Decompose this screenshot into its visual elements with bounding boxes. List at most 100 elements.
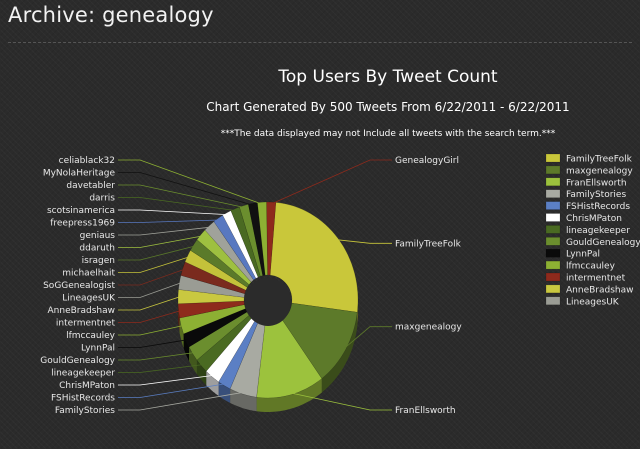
legend-swatch-lynnpal xyxy=(545,248,561,258)
leader-line-isragen xyxy=(118,245,196,261)
leader-line-annebradshaw xyxy=(118,296,181,311)
legend-label-lineagekeeper: lineagekeeper xyxy=(566,226,630,236)
slice-celiablack32 xyxy=(257,201,268,276)
slice-label-familytreefolk: FamilyTreeFolk xyxy=(395,239,462,249)
legend-label-lynnpal: LynnPal xyxy=(566,250,600,260)
slice-label-fshistrecords: FSHistRecords xyxy=(51,394,115,404)
slice-side-lineagekeeper xyxy=(196,360,207,386)
slice-side-lynnpal xyxy=(183,333,189,361)
slice-label-lineagesuk: LineagesUK xyxy=(62,294,116,304)
legend-swatch-chrismpaton xyxy=(545,213,561,222)
page-title: Archive: genealogy xyxy=(8,3,214,27)
leader-line-familystories xyxy=(118,391,244,411)
legend-swatch-familytreefolk xyxy=(545,153,561,163)
leader-line-celiablack32 xyxy=(118,159,263,205)
slice-label-familystories: FamilyStories xyxy=(55,406,115,416)
slice-label-isragen: isragen xyxy=(82,256,115,266)
chart-note: ***The data displayed may not Include al… xyxy=(221,129,556,139)
leader-line-lineagekeeper xyxy=(118,364,203,373)
legend-label-annebradshaw: AnneBradshaw xyxy=(566,285,633,295)
leader-line-soggenealogist xyxy=(118,268,185,286)
slice-side-fshistrecords xyxy=(218,381,231,403)
leader-line-lynnpal xyxy=(118,339,188,348)
slice-label-lineagekeeper: lineagekeeper xyxy=(51,369,115,379)
leader-line-lfmccauley xyxy=(118,325,184,336)
leader-line-maxgenealogy xyxy=(343,326,392,349)
slice-label-lynnpal: LynnPal xyxy=(81,344,115,354)
pie-slices xyxy=(177,201,359,412)
slice-familytreefolk xyxy=(269,202,359,313)
leader-line-intermentnet xyxy=(118,310,181,323)
slice-label-scotsinamerica: scotsinamerica xyxy=(47,206,115,216)
slice-side-intermentnet xyxy=(178,303,180,332)
slice-maxgenealogy xyxy=(282,302,358,379)
slice-label-annebradshaw: AnneBradshaw xyxy=(48,306,115,316)
slice-label-chrismpaton: ChrisMPaton xyxy=(59,381,115,391)
legend-label-lfmccauley: lfmccauley xyxy=(566,262,616,272)
slice-label-maxgenealogy: maxgenealogy xyxy=(395,323,462,333)
slice-genealogygirl xyxy=(266,201,277,276)
leader-line-darris xyxy=(118,197,236,211)
slice-label-lfmccauley: lfmccauley xyxy=(66,331,116,341)
slice-label-freepress1969: freepress1969 xyxy=(50,219,115,229)
legend-label-lineagesuk: LineagesUK xyxy=(566,297,620,307)
slice-label-intermentnet: intermentnet xyxy=(56,319,116,329)
legend-label-chrismpaton: ChrisMPaton xyxy=(566,214,622,224)
leader-line-franellsworth xyxy=(290,392,392,411)
slice-freepress1969 xyxy=(213,214,257,281)
slice-label-davetabler: davetabler xyxy=(66,181,115,191)
slice-label-soggenealogist: SoGGenealogist xyxy=(43,281,115,291)
leader-line-mynolaheritage xyxy=(118,172,254,206)
slice-label-franellsworth: FranEllsworth xyxy=(395,406,456,416)
slice-darris xyxy=(230,206,261,278)
legend-swatch-intermentnet xyxy=(545,272,561,282)
chart-title: Top Users By Tweet Count xyxy=(277,67,498,87)
leader-line-fshistrecords xyxy=(118,383,226,398)
leader-line-lineagesuk xyxy=(118,282,182,298)
slice-labels: celiablack32 MyNolaHeritage davetabler darr… xyxy=(40,156,462,416)
legend-swatch-lineagekeeper xyxy=(545,225,561,234)
legend-label-franellsworth: FranEllsworth xyxy=(566,178,627,188)
slice-side-gouldgenealogy xyxy=(189,347,197,375)
slice-side-maxgenealogy xyxy=(321,312,358,393)
legend-label-fshistrecords: FSHistRecords xyxy=(566,202,630,212)
legend-swatch-gouldgenealogy xyxy=(545,237,561,246)
slice-annebradshaw xyxy=(177,289,245,305)
legend-swatch-maxgenealogy xyxy=(545,165,561,175)
donut-hole xyxy=(245,278,291,326)
slice-label-genealogygirl: GenealogyGirl xyxy=(395,156,459,166)
leader-line-michaelhait xyxy=(118,256,190,273)
leader-line-scotsinamerica xyxy=(118,209,228,215)
leader-line-ddaruth xyxy=(118,235,203,248)
leader-line-freepress1969 xyxy=(118,219,220,223)
legend-label-gouldgenealogy: GouldGenealogy xyxy=(566,238,640,248)
leader-line-chrismpaton xyxy=(118,375,214,386)
legend-label-familytreefolk: FamilyTreeFolk xyxy=(566,155,633,165)
leader-line-geniaus xyxy=(118,226,211,236)
legend-label-maxgenealogy: maxgenealogy xyxy=(566,166,633,176)
slice-lineagesuk xyxy=(178,275,246,298)
legend-swatch-annebradshaw xyxy=(545,284,561,294)
legend-swatch-lineagesuk xyxy=(545,296,561,306)
legend-label-familystories: FamilyStories xyxy=(566,190,626,200)
slice-side-familystories xyxy=(230,388,257,412)
slice-label-geniaus: geniaus xyxy=(80,231,116,241)
slice-label-michaelhait: michaelhait xyxy=(62,269,115,279)
leader-line-davetabler xyxy=(118,184,245,208)
slice-side-chrismpaton xyxy=(206,371,219,396)
slice-label-mynolaheritage: MyNolaHeritage xyxy=(43,169,116,179)
chart-subtitle: Chart Generated By 500 Tweets From 6/22/… xyxy=(206,100,569,114)
slice-side-franellsworth xyxy=(256,378,322,412)
legend-swatch-familystories xyxy=(545,189,561,198)
leader-line-gouldgenealogy xyxy=(118,352,195,361)
legend-label-intermentnet: intermentnet xyxy=(566,274,626,284)
slice-label-celiablack32: celiablack32 xyxy=(59,156,115,166)
legend-swatch-lfmccauley xyxy=(545,260,561,270)
slice-label-darris: darris xyxy=(89,194,115,204)
leader-line-familytreefolk xyxy=(336,239,392,244)
legend-swatch-franellsworth xyxy=(545,177,561,187)
slice-lfmccauley xyxy=(179,304,246,335)
slice-label-gouldgenealogy: GouldGenealogy xyxy=(40,356,115,366)
